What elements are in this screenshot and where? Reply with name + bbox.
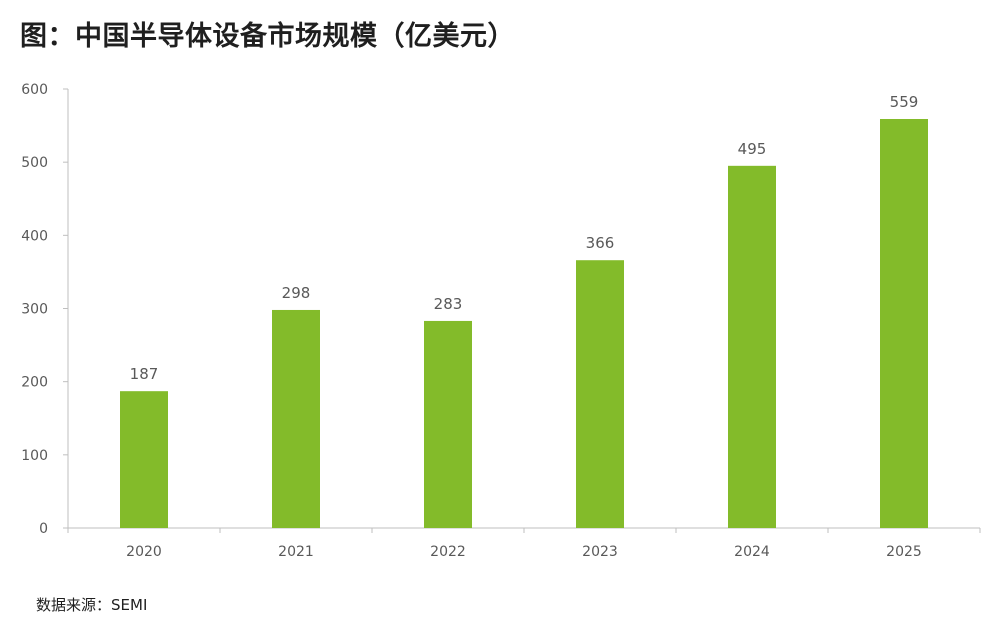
- data-label-2021: 298: [282, 284, 311, 302]
- bar-2024: [728, 165, 776, 528]
- y-tick-label: 500: [21, 155, 48, 171]
- data-label-2022: 283: [434, 295, 463, 313]
- bar-2020: [120, 391, 168, 528]
- y-tick-label: 100: [21, 448, 48, 464]
- data-label-2020: 187: [130, 365, 159, 383]
- source-note: 数据来源：SEMI: [36, 596, 148, 614]
- data-labels: 187 298 283 366 495 559: [130, 93, 919, 383]
- data-label-2024: 495: [738, 140, 767, 158]
- x-axis: 2020 2021 2022 2023 2024 2025: [67, 527, 981, 560]
- y-tick-label: 400: [21, 228, 48, 244]
- bar-2023: [576, 260, 624, 528]
- bar-2025: [880, 118, 928, 528]
- y-tick-label: 0: [39, 521, 48, 537]
- x-tick-label-2021: 2021: [278, 544, 314, 560]
- x-ticks: 2020 2021 2022 2023 2024 2025: [67, 528, 981, 560]
- x-tick-label-2020: 2020: [126, 544, 162, 560]
- y-tick-label: 200: [21, 375, 48, 391]
- y-ticks: 0 100 200 300 400 500 600: [21, 82, 68, 537]
- chart-title: 图：中国半导体设备市场规模（亿美元）: [20, 21, 515, 52]
- bar-2022: [424, 320, 472, 528]
- x-tick-label-2022: 2022: [430, 544, 466, 560]
- y-tick-label: 300: [21, 302, 48, 318]
- bar-2021: [272, 309, 320, 528]
- data-label-2023: 366: [586, 234, 615, 252]
- x-tick-label-2025: 2025: [886, 544, 922, 560]
- x-tick-label-2024: 2024: [734, 544, 770, 560]
- y-tick-label: 600: [21, 82, 48, 98]
- bars: [120, 118, 928, 528]
- data-label-2025: 559: [890, 93, 919, 111]
- y-axis: 0 100 200 300 400 500 600: [21, 82, 69, 537]
- x-tick-label-2023: 2023: [582, 544, 618, 560]
